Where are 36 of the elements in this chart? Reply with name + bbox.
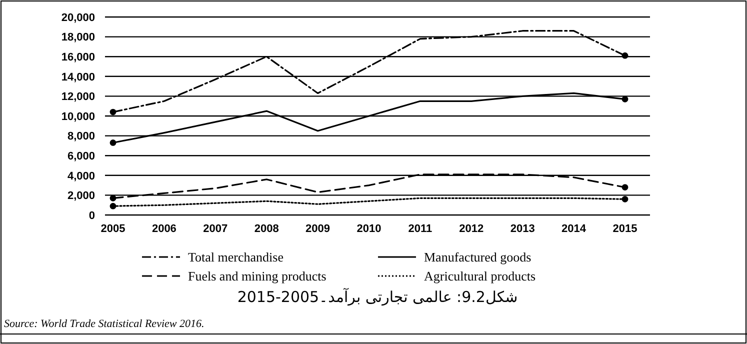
x-tick-label: 2015 <box>612 223 638 235</box>
text: شکل9.2: عالمی تجارتی برآمد۔2005-2015 <box>237 287 518 306</box>
y-tick-label: 8,000 <box>67 130 95 143</box>
x-tick-label: 2012 <box>459 223 484 235</box>
legend-label: Total merchandise <box>188 250 284 265</box>
source-note: Source: World Trade Statistical Review 2016. <box>4 318 204 330</box>
point <box>110 140 116 146</box>
y-tick-label: 18,000 <box>61 32 95 44</box>
y-tick-label: 2,000 <box>67 190 95 202</box>
point <box>622 52 628 59</box>
x-tick-label: 2007 <box>203 223 228 235</box>
point <box>622 184 628 190</box>
y-tick-label: 12,000 <box>61 91 95 104</box>
x-tick-label: 2009 <box>306 223 330 235</box>
y-tick-label: 0 <box>88 210 95 222</box>
point <box>622 96 628 102</box>
y-tick-label: 20,000 <box>61 12 95 24</box>
x-tick-label: 2005 <box>100 223 126 235</box>
point <box>110 108 116 116</box>
y-tick-label: 10,000 <box>61 110 95 123</box>
legend-label: Manufactured goods <box>424 250 532 265</box>
y-tick-label: 14,000 <box>61 71 95 84</box>
x-tick-label: 2010 <box>356 223 382 235</box>
point <box>110 194 116 202</box>
x-tick-label: 2013 <box>510 223 535 235</box>
x-tick-label: 2014 <box>562 223 587 235</box>
y-tick-label: 6,000 <box>67 150 95 162</box>
x-tick-label: 2011 <box>408 223 432 235</box>
y-tick-label: 16,000 <box>61 51 95 64</box>
y-tick-label: 4,000 <box>67 170 95 182</box>
legend-label: Fuels and mining products <box>188 268 326 284</box>
x-tick-label: 2006 <box>152 223 176 235</box>
x-tick-label: 2008 <box>254 223 279 235</box>
legend-label: Agricultural products <box>424 268 536 284</box>
point <box>110 202 116 210</box>
point <box>622 196 628 202</box>
